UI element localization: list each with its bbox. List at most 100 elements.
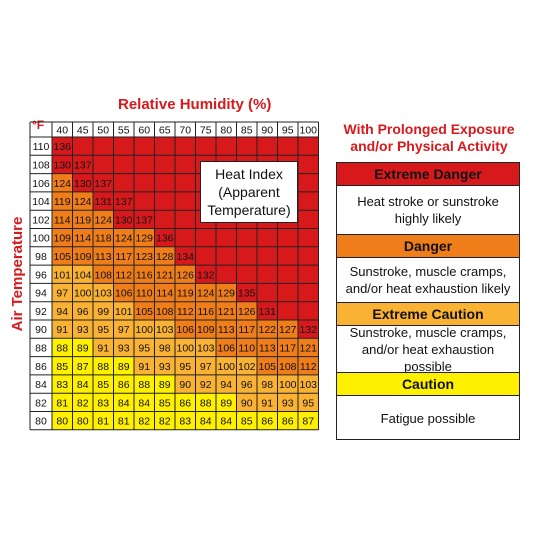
legend-description-line: and/or heat exhaustion likely bbox=[345, 281, 511, 296]
heat-index-cell bbox=[154, 374, 175, 394]
heat-index-cell bbox=[216, 320, 237, 339]
heat-index-cell bbox=[277, 356, 298, 375]
heat-index-cell bbox=[257, 374, 278, 394]
heat-index-cell bbox=[134, 338, 155, 357]
heat-index-value: 123 bbox=[135, 251, 153, 263]
humidity-tick-label: 45 bbox=[77, 125, 89, 137]
heat-index-value: 90 bbox=[241, 397, 253, 409]
heat-index-cell bbox=[154, 320, 175, 339]
heat-index-cell bbox=[72, 155, 93, 174]
temperature-tick-label: 102 bbox=[32, 214, 50, 226]
heat-index-cell bbox=[277, 320, 298, 339]
heat-index-cell bbox=[72, 210, 93, 229]
temperature-tick-label: 94 bbox=[35, 288, 47, 300]
legend-description-line: Heat stroke or sunstroke bbox=[357, 194, 499, 209]
legend-description-line: Sunstroke, muscle cramps, bbox=[349, 264, 507, 279]
heat-index-value: 122 bbox=[258, 324, 276, 336]
heat-index-value: 130 bbox=[74, 178, 92, 190]
heat-index-cell bbox=[72, 374, 93, 394]
heat-index-cell bbox=[257, 356, 278, 375]
legend-extreme-danger-header: Extreme Danger bbox=[337, 163, 519, 186]
heat-index-cell bbox=[93, 320, 114, 339]
heat-index-cell bbox=[72, 320, 93, 339]
heat-index-value: 102 bbox=[238, 361, 256, 373]
heat-index-cell bbox=[52, 338, 73, 357]
legend-description-line: Sunstroke, muscle cramps, bbox=[349, 324, 507, 340]
heat-index-value: 88 bbox=[138, 379, 150, 391]
heat-index-value: 135 bbox=[238, 288, 256, 300]
heat-index-cell bbox=[154, 411, 175, 430]
heat-index-value: 80 bbox=[56, 416, 68, 428]
heat-index-cell bbox=[154, 283, 175, 302]
heat-index-cell bbox=[52, 246, 73, 266]
heat-index-cell bbox=[93, 265, 114, 284]
heat-index-value: 108 bbox=[94, 269, 112, 281]
heat-index-cell bbox=[113, 393, 134, 412]
heat-index-value: 85 bbox=[159, 397, 171, 409]
heat-index-value: 100 bbox=[279, 379, 297, 391]
heat-index-cell bbox=[134, 246, 155, 266]
heat-index-cell bbox=[298, 411, 319, 430]
temperature-tick-label: 92 bbox=[35, 306, 47, 318]
heat-index-cell bbox=[154, 393, 175, 412]
heat-index-value: 88 bbox=[97, 361, 109, 373]
heat-index-cell bbox=[52, 210, 73, 229]
heat-index-cell bbox=[93, 356, 114, 375]
heat-index-value: 103 bbox=[156, 324, 174, 336]
temperature-tick-label: 96 bbox=[35, 269, 47, 281]
heat-index-cell bbox=[277, 393, 298, 412]
legend-description-line: Fatigue possible bbox=[380, 410, 476, 426]
heat-index-cell bbox=[93, 246, 114, 266]
heat-index-cell bbox=[195, 393, 216, 412]
heat-index-value: 104 bbox=[74, 269, 92, 281]
heat-index-value: 134 bbox=[176, 251, 194, 263]
heat-index-value: 124 bbox=[53, 178, 71, 190]
heat-index-cell bbox=[72, 228, 93, 247]
heat-index-value: 93 bbox=[282, 397, 294, 409]
heat-index-value: 86 bbox=[282, 416, 294, 428]
heat-index-cell bbox=[52, 320, 73, 339]
heat-index-cell bbox=[113, 301, 134, 320]
heat-index-cell bbox=[72, 338, 93, 357]
heat-index-cell bbox=[175, 411, 196, 430]
heat-index-value: 95 bbox=[302, 397, 314, 409]
heat-index-value: 113 bbox=[259, 342, 276, 354]
heat-index-value: 84 bbox=[118, 397, 130, 409]
temperature-tick-label: 86 bbox=[35, 361, 47, 373]
heat-index-cell bbox=[257, 301, 278, 320]
heat-index-value: 137 bbox=[74, 159, 92, 171]
heat-index-value: 88 bbox=[56, 342, 68, 354]
temperature-tick-label: 90 bbox=[35, 324, 47, 336]
heat-index-cell bbox=[154, 301, 175, 320]
heat-index-cell bbox=[236, 393, 257, 412]
heat-index-cell bbox=[113, 320, 134, 339]
heat-index-value: 137 bbox=[115, 196, 133, 208]
heat-index-value: 119 bbox=[54, 196, 71, 208]
heat-index-value: 129 bbox=[135, 233, 153, 245]
heat-index-cell bbox=[52, 411, 73, 430]
humidity-tick-label: 65 bbox=[159, 125, 171, 137]
heat-index-value: 124 bbox=[115, 233, 133, 245]
heat-index-value: 109 bbox=[53, 233, 71, 245]
heat-index-cell bbox=[277, 338, 298, 357]
heat-index-value: 84 bbox=[138, 397, 150, 409]
heat-index-value: 85 bbox=[97, 379, 109, 391]
heat-index-value: 82 bbox=[159, 416, 171, 428]
heat-index-value: 114 bbox=[74, 233, 91, 245]
temperature-tick-label: 98 bbox=[35, 251, 47, 263]
heat-index-cell bbox=[113, 283, 134, 302]
heat-index-cell bbox=[93, 411, 114, 430]
heat-index-value: 109 bbox=[197, 324, 215, 336]
heat-index-value: 132 bbox=[299, 324, 317, 336]
heat-index-cell bbox=[134, 283, 155, 302]
heat-index-cell bbox=[175, 338, 196, 357]
heat-index-cell bbox=[216, 374, 237, 394]
heat-index-value: 114 bbox=[54, 214, 71, 226]
heat-index-value: 81 bbox=[118, 416, 130, 428]
heat-index-cell bbox=[277, 374, 298, 394]
heat-index-value: 108 bbox=[156, 306, 174, 318]
heat-index-value: 81 bbox=[97, 416, 109, 428]
heat-index-cell bbox=[72, 173, 93, 192]
heat-index-value: 103 bbox=[299, 379, 317, 391]
heat-index-cell bbox=[236, 283, 257, 302]
